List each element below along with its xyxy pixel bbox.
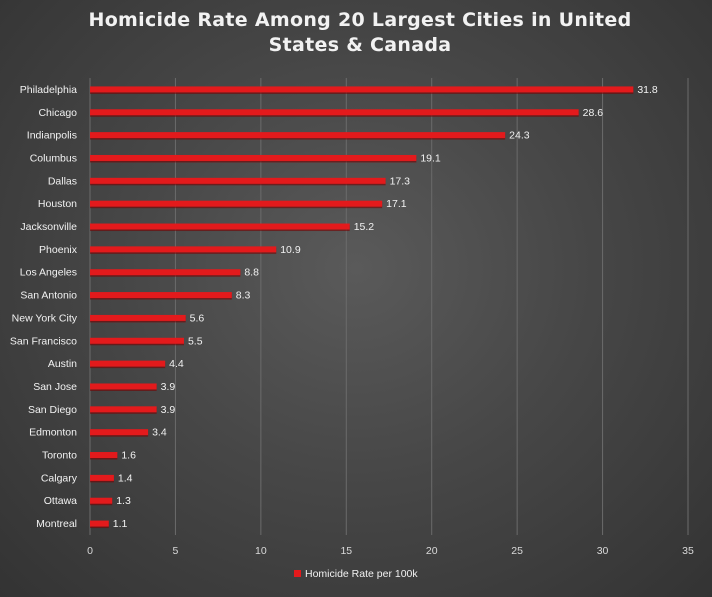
category-label: Jacksonville: [20, 221, 77, 233]
value-label: 31.8: [637, 84, 658, 96]
category-label: Indianpolis: [27, 130, 77, 142]
bar: [90, 520, 109, 527]
bar: [90, 223, 350, 230]
bar: [90, 292, 232, 299]
bar: [90, 337, 184, 344]
bar: [90, 406, 157, 413]
value-label: 10.9: [280, 244, 301, 256]
category-label: San Antonio: [20, 290, 77, 302]
value-label: 15.2: [354, 221, 375, 233]
value-label: 17.1: [386, 198, 407, 210]
legend: Homicide Rate per 100k: [294, 568, 418, 580]
category-label: Philadelphia: [20, 84, 77, 96]
category-label: Dallas: [48, 175, 77, 187]
category-label: San Francisco: [10, 335, 77, 347]
x-tick-label: 5: [173, 545, 179, 557]
category-label: Chicago: [38, 107, 77, 119]
bar: [90, 132, 506, 139]
x-tick-label: 20: [426, 545, 438, 557]
chart-title: Homicide Rate Among 20 Largest Cities in…: [88, 9, 632, 56]
value-label: 8.8: [244, 267, 259, 279]
x-tick-label: 10: [255, 545, 267, 557]
value-label: 1.4: [118, 472, 133, 484]
label-layer: Philadelphia 31.8 Chicago 28.6 Indianpolis 24…: [10, 84, 658, 530]
category-label: Montreal: [36, 518, 77, 530]
category-label: Los Angeles: [20, 267, 77, 279]
bar: [90, 200, 383, 207]
value-label: 4.4: [169, 358, 184, 370]
category-label: Ottawa: [44, 495, 77, 507]
legend-label: Homicide Rate per 100k: [305, 568, 418, 580]
value-label: 1.3: [116, 495, 131, 507]
category-label: San Diego: [28, 404, 77, 416]
bar: [90, 452, 118, 459]
category-label: Austin: [48, 358, 77, 370]
x-tick-label: 25: [511, 545, 523, 557]
value-label: 8.3: [236, 290, 251, 302]
value-label: 3.9: [161, 404, 176, 416]
value-label: 19.1: [420, 152, 441, 164]
category-label: San Jose: [33, 381, 77, 393]
bar-layer: [90, 86, 634, 529]
bar: [90, 497, 113, 504]
x-tick-label: 35: [682, 545, 694, 557]
value-label: 5.5: [188, 335, 203, 347]
value-label: 1.1: [113, 518, 128, 530]
category-label: Calgary: [41, 472, 78, 484]
bar: [90, 246, 277, 253]
category-label: Toronto: [42, 450, 77, 462]
x-tick-label: 15: [340, 545, 352, 557]
grid-layer: [89, 78, 689, 535]
bar: [90, 429, 149, 436]
bar: [90, 383, 157, 390]
bar: [90, 154, 417, 161]
bar: [90, 474, 114, 481]
bar: [90, 314, 186, 321]
value-label: 5.6: [190, 312, 205, 324]
value-label: 24.3: [509, 130, 530, 142]
value-label: 17.3: [390, 175, 411, 187]
category-label: Columbus: [30, 152, 77, 164]
bar: [90, 177, 386, 184]
legend-swatch: [294, 570, 301, 577]
category-label: Edmonton: [29, 427, 77, 439]
category-label: Phoenix: [39, 244, 78, 256]
category-label: Houston: [38, 198, 77, 210]
value-label: 28.6: [583, 107, 604, 119]
bar: [90, 269, 241, 276]
x-axis: 0 5 10 15 20 25 30 35: [87, 545, 694, 557]
x-tick-label: 30: [597, 545, 609, 557]
x-tick-label: 0: [87, 545, 93, 557]
value-label: 3.9: [161, 381, 176, 393]
value-label: 1.6: [121, 450, 136, 462]
category-label: New York City: [12, 312, 78, 324]
value-label: 3.4: [152, 427, 167, 439]
bar: [90, 109, 579, 116]
bar: [90, 86, 634, 93]
bar: [90, 360, 166, 367]
